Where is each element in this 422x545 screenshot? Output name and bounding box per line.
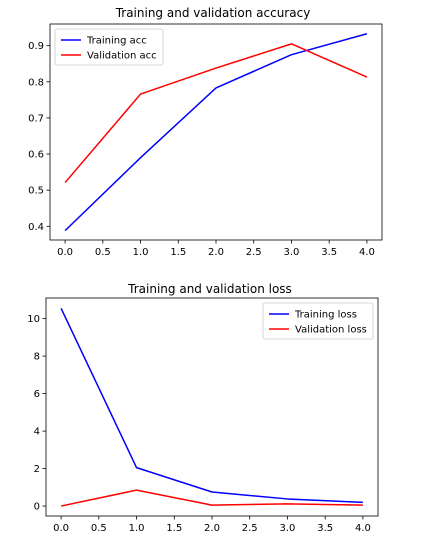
accuracy-legend-label-0: Training acc xyxy=(86,36,147,47)
accuracy-y-tick-label: 0.7 xyxy=(28,113,44,124)
accuracy-y-tick-label: 0.9 xyxy=(28,41,44,52)
accuracy-x-tick-label: 3.0 xyxy=(284,247,300,258)
loss-x-tick-label: 1.5 xyxy=(166,523,182,534)
accuracy-legend: Training acc Validation acc xyxy=(54,28,164,66)
accuracy-y-tick-label: 0.4 xyxy=(28,222,44,233)
loss-y-tick-label: 10 xyxy=(27,314,40,325)
loss-chart: Training and validation loss 0.0 0.5 1.0 1.… xyxy=(27,282,379,534)
accuracy-series-line-0 xyxy=(64,33,368,232)
loss-legend-box xyxy=(262,302,374,340)
loss-y-tick-label: 2 xyxy=(34,464,40,475)
loss-y-tick-label: 4 xyxy=(34,427,40,438)
accuracy-x-tick-label: 1.5 xyxy=(170,247,186,258)
accuracy-y-tick-label: 0.6 xyxy=(28,150,44,161)
loss-legend-label-1: Validation loss xyxy=(295,325,367,336)
accuracy-legend-label-1: Validation acc xyxy=(87,51,157,62)
loss-x-tick-label: 0.0 xyxy=(53,523,69,534)
loss-x-tick-label: 0.5 xyxy=(91,523,107,534)
loss-y-tick-label: 0 xyxy=(34,502,40,513)
loss-legend: Training loss Validation loss xyxy=(262,302,374,340)
accuracy-x-tick-label: 3.5 xyxy=(321,247,337,258)
loss-chart-title: Training and validation loss xyxy=(127,282,292,296)
accuracy-legend-box xyxy=(54,28,164,66)
accuracy-y-tick-label: 0.8 xyxy=(28,77,44,88)
loss-series-line-1 xyxy=(60,489,363,507)
loss-x-tick-label: 1.0 xyxy=(129,523,145,534)
loss-x-tick-label: 3.0 xyxy=(280,523,296,534)
accuracy-x-tick-label: 0.5 xyxy=(95,247,111,258)
accuracy-series-line-1 xyxy=(64,43,368,184)
accuracy-x-tick-label: 2.5 xyxy=(246,247,262,258)
accuracy-chart-title: Training and validation accuracy xyxy=(115,6,311,20)
accuracy-x-tick-label: 2.0 xyxy=(208,247,224,258)
loss-x-tick-label: 2.5 xyxy=(242,523,258,534)
loss-legend-label-0: Training loss xyxy=(294,310,357,321)
loss-x-tick-label: 3.5 xyxy=(317,523,333,534)
loss-x-tick-label: 4.0 xyxy=(355,523,371,534)
loss-x-tick-label: 2.0 xyxy=(204,523,220,534)
loss-y-tick-label: 6 xyxy=(34,389,40,400)
accuracy-y-tick-label: 0.5 xyxy=(28,186,44,197)
loss-series-line-0 xyxy=(60,307,363,504)
accuracy-x-tick-label: 0.0 xyxy=(57,247,73,258)
loss-y-tick-label: 8 xyxy=(34,352,40,363)
accuracy-chart: Training and validation accuracy 0.0 0.5 1… xyxy=(28,6,383,258)
accuracy-x-tick-label: 1.0 xyxy=(133,247,149,258)
accuracy-x-tick-label: 4.0 xyxy=(359,247,375,258)
